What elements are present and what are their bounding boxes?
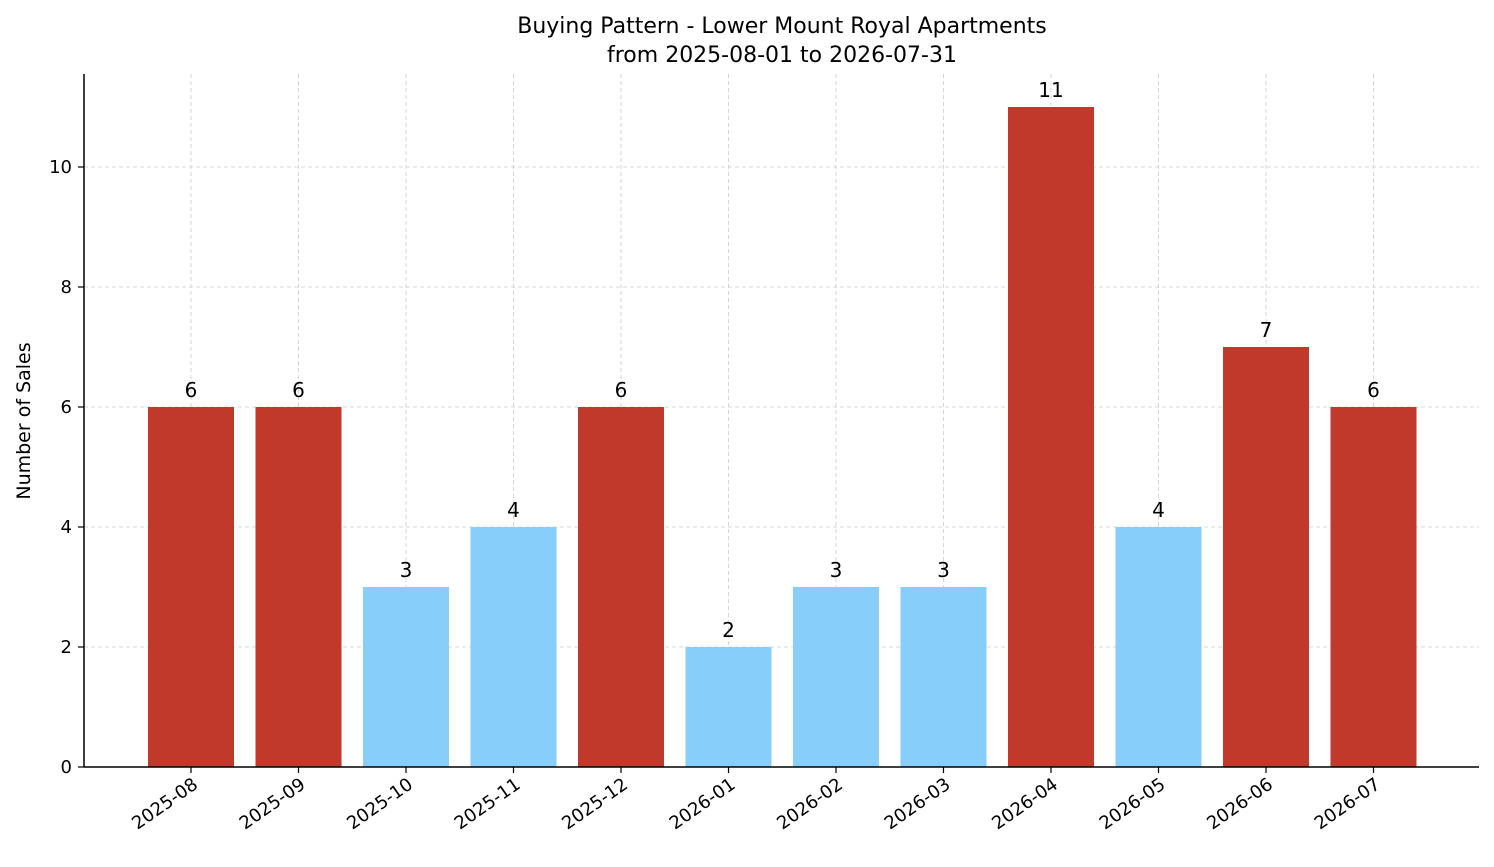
bar [578,407,664,767]
x-tick-label: 2025-09 [236,774,310,834]
bars [148,107,1417,767]
x-tick-label: 2026-04 [988,774,1062,834]
axes [83,74,1479,768]
x-ticks: 2025-08 2025-09 2025-10 2025-11 2025-12 2026-… [128,767,1384,834]
bar [1223,347,1309,767]
bar [1115,527,1202,767]
y-tick-label: 0 [61,757,72,778]
bar-value-label: 6 [615,378,628,402]
y-axis-label: Number of Sales [13,342,35,499]
y-tick-label: 6 [61,397,72,418]
bar [363,587,449,767]
bar-value-label: 6 [185,378,198,402]
bar-value-label: 11 [1038,78,1063,102]
x-tick-label: 2026-05 [1096,774,1170,834]
bar-value-label: 4 [507,498,520,522]
x-tick-label: 2025-08 [128,774,202,834]
x-tick-label: 2025-10 [343,774,417,834]
x-tick-label: 2025-12 [558,774,632,834]
bar [1330,407,1417,767]
bar [255,407,342,767]
y-tick-label: 2 [61,637,72,658]
bar [148,407,234,767]
x-tick-label: 2025-11 [451,774,525,834]
bar-value-label: 6 [292,378,305,402]
x-tick-label: 2026-01 [666,774,740,834]
x-tick-label: 2026-06 [1203,774,1277,834]
bar-value-label: 3 [400,558,413,582]
bar-value-label: 2 [722,618,735,642]
y-tick-label: 4 [61,517,72,538]
bar [685,647,772,767]
x-tick-label: 2026-07 [1311,774,1385,834]
x-tick-label: 2026-02 [773,774,847,834]
chart-subtitle: from 2025-08-01 to 2026-07-31 [607,43,957,68]
bar [900,587,987,767]
x-tick-label: 2026-03 [881,774,955,834]
bar [1008,107,1094,767]
bar-value-label: 3 [830,558,843,582]
chart-title: Buying Pattern - Lower Mount Royal Apart… [517,14,1047,39]
y-ticks: 0 2 4 6 8 10 [49,157,84,778]
y-tick-label: 10 [49,157,72,178]
bar-value-label: 3 [937,558,950,582]
bar [470,527,557,767]
bar-value-label: 7 [1260,318,1273,342]
bar-value-labels: 6 6 3 4 6 2 3 3 11 4 7 6 [185,78,1380,642]
bar-value-label: 4 [1152,498,1165,522]
bar [793,587,879,767]
y-tick-label: 8 [61,277,72,298]
bar-value-label: 6 [1367,378,1380,402]
